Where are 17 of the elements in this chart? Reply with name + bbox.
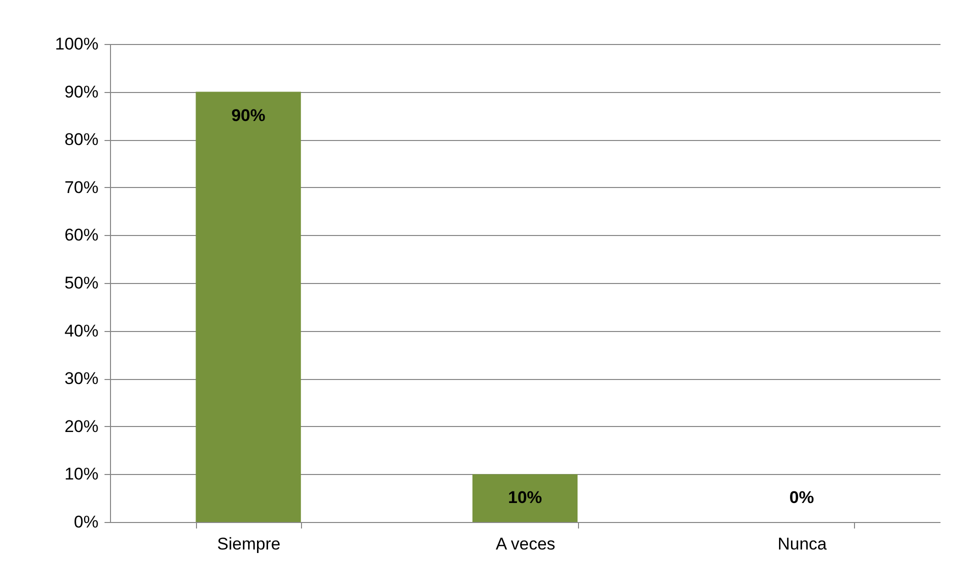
- y-tick-label: 20%: [64, 416, 98, 436]
- y-tick-label: 50%: [64, 274, 98, 292]
- x-tick-label: Nunca: [778, 534, 828, 554]
- y-tick-label: 90%: [64, 82, 98, 102]
- y-tick-label: 60%: [64, 226, 98, 245]
- x-tick-label: A veces: [496, 534, 556, 554]
- x-tick-label: Siempre: [217, 534, 280, 554]
- y-tick-label: 100%: [55, 34, 98, 54]
- data-label: 0%: [789, 488, 814, 507]
- y-tick-label: 70%: [64, 178, 98, 197]
- y-tick-label: 10%: [64, 464, 98, 484]
- y-tick-label: 40%: [64, 321, 98, 340]
- data-label: 90%: [231, 106, 266, 125]
- data-label: 10%: [508, 488, 542, 508]
- y-tick-label: 80%: [64, 130, 98, 150]
- y-tick-label: 0%: [74, 512, 98, 532]
- y-tick-label: 30%: [64, 369, 98, 388]
